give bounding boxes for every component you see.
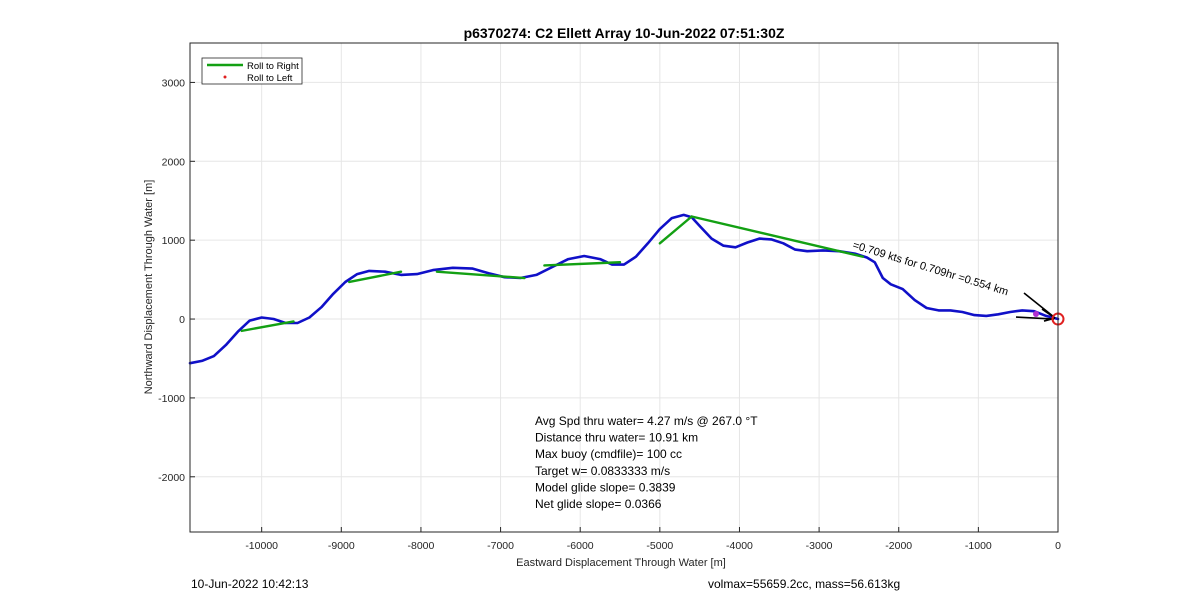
stats-line: Target w= 0.0833333 m/s bbox=[535, 464, 670, 478]
x-tick-label: -10000 bbox=[245, 540, 278, 552]
x-tick-label: -4000 bbox=[726, 540, 753, 552]
stats-block: Avg Spd thru water= 4.27 m/s @ 267.0 °T D… bbox=[535, 414, 758, 511]
series-layer bbox=[188, 213, 1060, 365]
x-tick-label: -1000 bbox=[965, 540, 992, 552]
plot-frame bbox=[189, 42, 1059, 533]
stats-line: Avg Spd thru water= 4.27 m/s @ 267.0 °T bbox=[535, 414, 758, 428]
roll-right-segment bbox=[658, 215, 693, 245]
roll-right-segment bbox=[690, 215, 865, 258]
chart-title: p6370274: C2 Ellett Array 10-Jun-2022 07… bbox=[464, 25, 785, 41]
stats-line: Net glide slope= 0.0366 bbox=[535, 497, 662, 511]
roll-right-segment bbox=[435, 270, 526, 280]
roll-right-segment bbox=[348, 270, 403, 284]
legend-roll-right-label: Roll to Right bbox=[247, 61, 299, 72]
roll-right-segment bbox=[240, 320, 295, 333]
legend-box bbox=[201, 57, 303, 85]
current-marker bbox=[1033, 311, 1039, 318]
legend-roll-left-label: Roll to Left bbox=[247, 73, 293, 84]
roll-right-segment bbox=[543, 261, 622, 267]
y-tick-label: -1000 bbox=[158, 393, 185, 405]
y-tick-label: 2000 bbox=[162, 156, 186, 168]
stats-line: Distance thru water= 10.91 km bbox=[535, 431, 698, 445]
current-vector-line bbox=[1015, 316, 1055, 320]
x-tick-label: -6000 bbox=[567, 540, 594, 552]
y-tick-label: -2000 bbox=[158, 472, 185, 484]
current-vector-label: =0.709 kts for 0.709hr =0.554 km bbox=[851, 239, 1009, 298]
x-tick-label: -8000 bbox=[408, 540, 435, 552]
footer-mass-info: volmax=55659.2cc, mass=56.613kg bbox=[708, 577, 901, 591]
legend-roll-left-swatch bbox=[223, 75, 227, 79]
x-tick-label: -2000 bbox=[885, 540, 912, 552]
y-tick-label: 1000 bbox=[162, 235, 186, 247]
x-tick-label: -7000 bbox=[487, 540, 514, 552]
stats-line: Max buoy (cmdfile)= 100 cc bbox=[535, 447, 682, 461]
axis-ticks: -10000 -9000 -8000 -7000 -6000 -5000 -4000 -300… bbox=[158, 77, 1061, 552]
stats-line: Model glide slope= 0.3839 bbox=[535, 480, 676, 494]
x-tick-label: -9000 bbox=[328, 540, 355, 552]
y-tick-label: 3000 bbox=[162, 77, 186, 89]
y-tick-label: 0 bbox=[179, 314, 185, 326]
x-tick-label: -5000 bbox=[646, 540, 673, 552]
x-tick-label: -3000 bbox=[806, 540, 833, 552]
y-axis-label: Northward Displacement Through Water [m] bbox=[143, 180, 155, 395]
x-axis-label: Eastward Displacement Through Water [m] bbox=[516, 557, 726, 569]
glider-track-line bbox=[188, 213, 1060, 365]
x-tick-label: 0 bbox=[1055, 540, 1061, 552]
footer-timestamp: 10-Jun-2022 10:42:13 bbox=[191, 577, 309, 591]
